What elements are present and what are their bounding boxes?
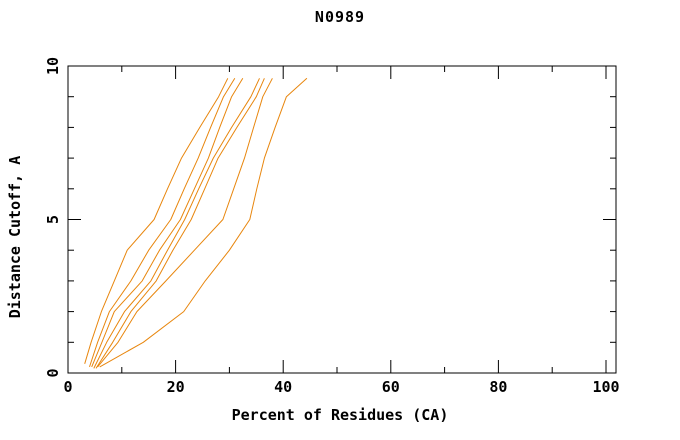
- curve-3: [91, 78, 244, 368]
- x-tick-label: 20: [167, 378, 185, 396]
- y-tick-label: 0: [44, 368, 62, 377]
- y-tick-label: 10: [44, 57, 62, 75]
- x-axis-label: Percent of Residues (CA): [231, 406, 449, 424]
- x-tick-label: 60: [382, 378, 400, 396]
- x-tick-label: 0: [63, 378, 72, 396]
- x-tick-label: 40: [274, 378, 292, 396]
- curve-6: [97, 78, 273, 368]
- curve-1: [84, 78, 229, 364]
- curve-4: [93, 78, 260, 369]
- curve-2: [89, 78, 236, 368]
- curve-5: [95, 78, 265, 369]
- chart-title: N0989: [314, 8, 366, 26]
- y-axis-label: Distance Cutoff, A: [6, 155, 24, 319]
- curve-7: [99, 77, 308, 368]
- y-tick-label: 5: [44, 215, 62, 224]
- x-tick-label: 100: [592, 378, 619, 396]
- x-tick-label: 80: [489, 378, 507, 396]
- plot-frame: [67, 65, 617, 374]
